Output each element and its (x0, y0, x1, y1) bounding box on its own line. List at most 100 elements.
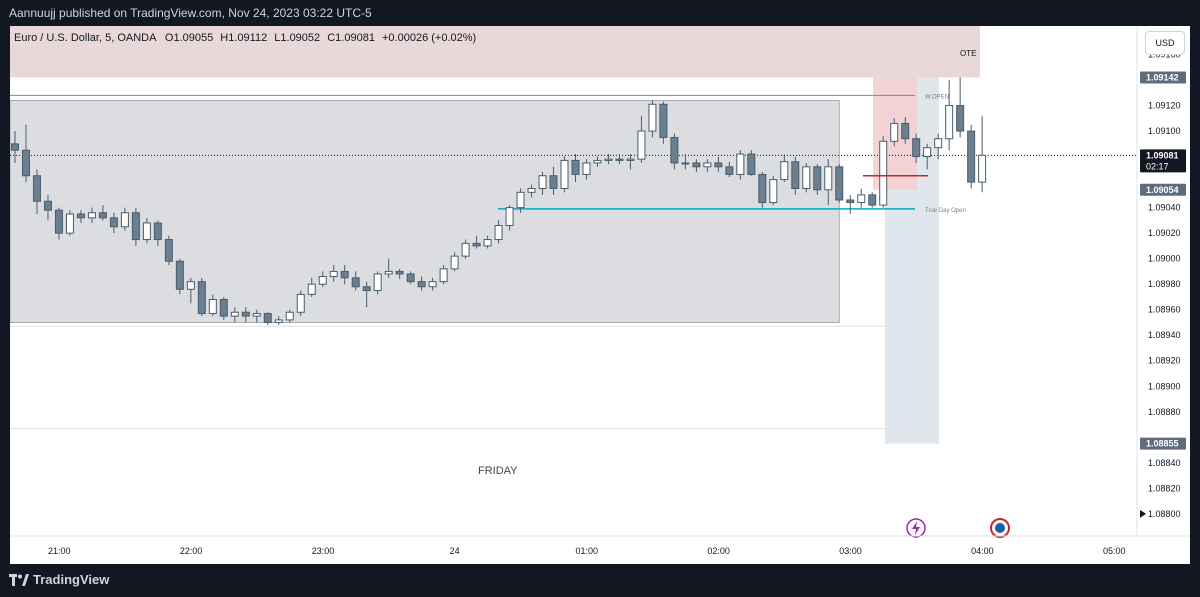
price-tick-label: 1.08940 (1148, 330, 1181, 340)
candle (846, 199, 855, 204)
price-tick-label: 1.08820 (1148, 483, 1181, 493)
candle (461, 242, 470, 257)
candle (351, 277, 360, 288)
candle (615, 158, 624, 161)
candle (340, 270, 349, 279)
legend-low-label: L (274, 32, 281, 44)
globe-icon (995, 523, 1005, 533)
lightning-bolt (912, 521, 920, 535)
ote-label: OTE (960, 49, 976, 58)
candle (43, 200, 52, 211)
candle (241, 311, 250, 317)
bar-countdown: 02:17 (1146, 161, 1169, 171)
session-label: FRIDAY (478, 465, 518, 477)
legend-high: 1.09112 (228, 32, 268, 44)
publisher-bar: Aannuujj published on TradingView.com, N… (0, 0, 1200, 26)
candle (582, 162, 591, 175)
legend-change: +0.00026 (+0.02%) (382, 32, 477, 44)
candle (11, 143, 19, 151)
candle (780, 161, 789, 181)
price-tick-label: 1.08900 (1148, 381, 1181, 391)
legend-open-label: O (164, 32, 174, 44)
price-tick-label: 1.09040 (1148, 203, 1181, 213)
candle (417, 281, 426, 288)
time-tick-label: 05:00 (1103, 546, 1126, 556)
top-price-marker-bg (1140, 71, 1186, 84)
legend-close-label: C (327, 32, 336, 44)
candle (186, 281, 195, 290)
candle (296, 293, 305, 313)
candle (318, 276, 327, 285)
candle (439, 268, 448, 283)
currency-button[interactable]: USD (1145, 31, 1185, 55)
candle (384, 270, 393, 275)
candle (32, 175, 41, 202)
time-tick-label: 23:00 (312, 546, 335, 556)
current-price-marker-bg (1140, 149, 1186, 173)
candle (120, 212, 129, 228)
candle (175, 260, 184, 290)
candle (637, 130, 646, 160)
candle (692, 162, 701, 168)
candle (285, 311, 294, 321)
time-tick-label: 03:00 (839, 546, 862, 556)
candle (395, 270, 404, 275)
candle (109, 217, 118, 228)
candle (153, 222, 162, 241)
candle (76, 213, 85, 219)
bottom-price-marker: 1.08855 (1146, 439, 1179, 449)
candle (659, 103, 668, 138)
time-tick-label: 24 (450, 546, 460, 556)
candle (307, 283, 316, 295)
candle (714, 162, 723, 168)
candle (208, 299, 217, 315)
candle (956, 105, 965, 132)
candle (791, 161, 800, 189)
candle (626, 158, 635, 161)
legend-symbol: Euro / U.S. Dollar, 5, OANDA (14, 32, 156, 44)
candle (769, 179, 778, 204)
candle (857, 194, 866, 204)
candle (978, 154, 987, 183)
candle (505, 207, 514, 226)
tradingview-logo[interactable]: TradingView (9, 572, 109, 587)
candle (648, 103, 657, 132)
tradingview-logo-icon (9, 573, 29, 586)
price-tick-label: 1.08960 (1148, 305, 1181, 315)
candle (98, 212, 107, 219)
candle (252, 313, 261, 317)
candle (736, 153, 745, 175)
candle (934, 138, 943, 149)
candle (549, 175, 558, 189)
weekly-open-label: W.OPEN (925, 94, 949, 100)
candle (868, 194, 877, 206)
price-tick-label: 1.09100 (1148, 126, 1181, 136)
price-tick-label: 1.09000 (1148, 254, 1181, 264)
candle (890, 122, 899, 142)
candle (230, 311, 239, 317)
time-tick-label: 02:00 (707, 546, 730, 556)
candle (373, 273, 382, 292)
candle (681, 162, 690, 165)
candle (593, 159, 602, 164)
candle (142, 222, 151, 241)
candle (65, 213, 74, 234)
lightning-icon (906, 518, 926, 538)
candle (494, 224, 503, 241)
candle (274, 319, 283, 323)
candle (164, 239, 173, 262)
candle (571, 159, 580, 175)
price-tick-label: 1.08920 (1148, 356, 1181, 366)
candle (901, 122, 910, 140)
candle (967, 130, 976, 183)
candle (54, 209, 63, 234)
candle (835, 166, 844, 201)
time-tick-label: 22:00 (180, 546, 203, 556)
candle (219, 299, 228, 317)
candle (912, 138, 921, 158)
ote-zone (10, 26, 980, 78)
legend-close: 1.09081 (335, 32, 375, 44)
footer: TradingView (0, 564, 1200, 597)
